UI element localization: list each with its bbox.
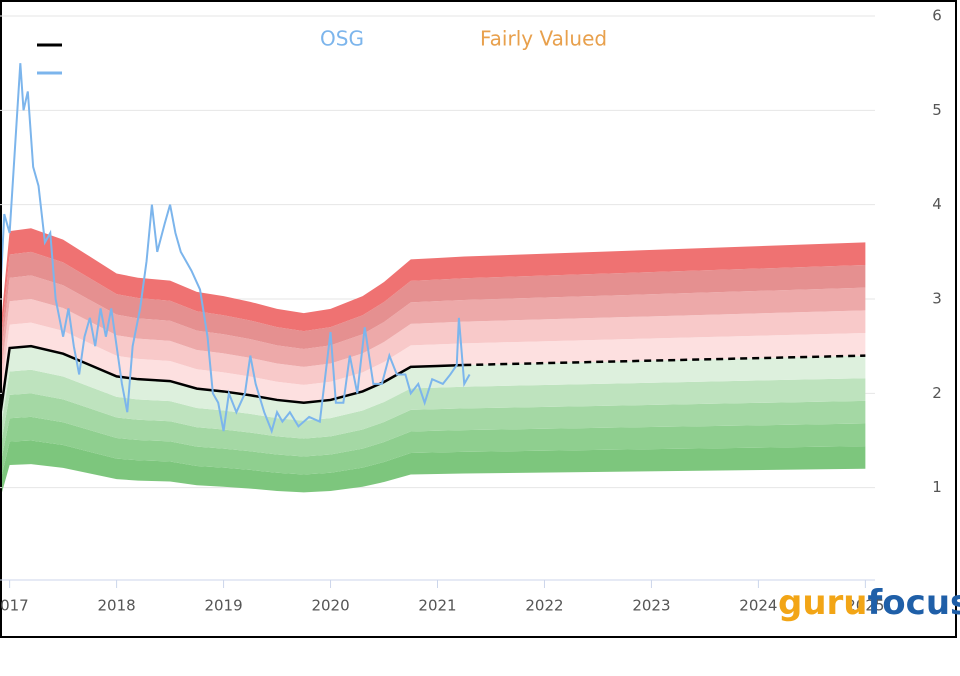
x-tick-label: 2021 <box>418 597 456 615</box>
y-tick-label: 4 <box>932 195 942 213</box>
y-tick-label: 3 <box>932 290 942 308</box>
bands <box>2 228 866 493</box>
x-tick-label: 2019 <box>204 597 242 615</box>
valuation-band <box>2 299 866 385</box>
valuation-band <box>2 440 866 493</box>
y-tick-label: 1 <box>932 478 942 496</box>
x-tick-label: 2025 <box>846 597 884 615</box>
x-tick-label: 2018 <box>98 597 136 615</box>
line <box>2 63 471 435</box>
valuation-band <box>2 369 866 439</box>
line <box>464 354 866 367</box>
legend-label: OSG <box>320 27 364 51</box>
valuation-band <box>2 322 866 403</box>
valuation-band <box>2 228 866 332</box>
x-tick-label: 2017 <box>0 597 29 615</box>
legend-label: Fairly Valued <box>480 27 607 51</box>
valuation-band <box>2 416 866 475</box>
x-tick-label: 2023 <box>632 597 670 615</box>
valuation-band <box>2 393 866 457</box>
x-tick-label: 2022 <box>525 597 563 615</box>
x-tick-label: 2024 <box>739 597 777 615</box>
valuation-band <box>2 275 866 367</box>
y-tick-label: 6 <box>932 7 942 25</box>
logo: gurufocus <box>778 583 960 623</box>
y-tick-label: 5 <box>932 101 942 119</box>
x-tick-label: 2020 <box>311 597 349 615</box>
y-tick-label: 2 <box>932 384 942 402</box>
valuation-band <box>2 251 866 349</box>
line <box>2 344 465 412</box>
logo-part: focus <box>868 583 960 623</box>
logo-part: guru <box>778 583 868 623</box>
